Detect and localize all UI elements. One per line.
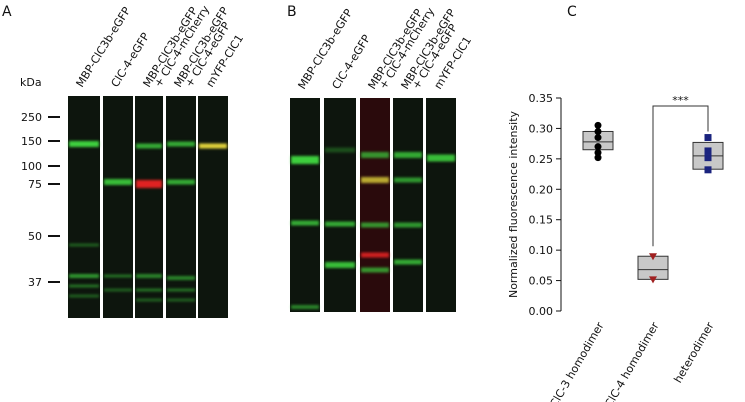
point (594, 154, 602, 162)
gel-lane (290, 98, 320, 312)
gel-band (427, 154, 455, 162)
gel-lane (360, 98, 390, 312)
y-tick-label: 0.20 (529, 183, 554, 196)
gel-band (361, 177, 389, 183)
gel-band (69, 141, 99, 147)
point (594, 143, 602, 151)
gel-lane (135, 96, 163, 318)
point (594, 134, 602, 142)
panel-label: B (287, 4, 297, 20)
y-tick-label: 0.10 (529, 244, 554, 257)
gel-lane (103, 96, 133, 318)
gel-band (361, 252, 389, 258)
x-tick-label: heterodimer (671, 320, 716, 386)
gel-band (361, 152, 389, 158)
gel-band (167, 276, 195, 280)
point (704, 147, 712, 155)
gel-lane (166, 96, 196, 318)
gel-band (136, 143, 162, 149)
panel-label: C (567, 4, 577, 20)
marker-label: 250 (21, 111, 42, 124)
gel-band (325, 221, 355, 227)
gel-band (167, 298, 195, 302)
significance-bracket (652, 105, 709, 247)
y-tick-label: 0.05 (529, 275, 554, 288)
gel-band (361, 267, 389, 273)
y-tick-label: 0.35 (529, 92, 554, 105)
gel-lane (68, 96, 100, 318)
gel-band (104, 288, 132, 292)
x-tick-label: ClC-4 homodimer (602, 320, 662, 402)
gel-lane (426, 98, 456, 312)
gel-band (291, 156, 319, 164)
point (649, 253, 657, 261)
point (594, 127, 602, 135)
gel-band (136, 274, 162, 278)
unit-label: kDa (20, 76, 42, 89)
significance-label: *** (672, 94, 689, 107)
gel-band (136, 180, 162, 188)
gel-band (394, 259, 422, 265)
marker-label: 100 (21, 160, 42, 173)
gel-band (167, 288, 195, 292)
marker-label: 150 (21, 135, 42, 148)
gel-band (394, 177, 422, 183)
gel-band (291, 220, 319, 226)
gel-band (394, 152, 422, 158)
gel-band (361, 222, 389, 228)
y-tick-label: 0.25 (529, 153, 554, 166)
gel-band (325, 262, 355, 268)
point (704, 166, 712, 174)
gel-band (69, 294, 99, 298)
marker-label: 50 (28, 230, 42, 243)
gel-band (69, 243, 99, 247)
gel-band (199, 143, 227, 149)
gel-lane (324, 98, 356, 312)
gel-band (291, 305, 319, 309)
gel-band (104, 274, 132, 278)
marker-label: 75 (28, 178, 42, 191)
gel-band (167, 141, 195, 147)
y-tick-label: 0.30 (529, 122, 554, 135)
point (594, 121, 602, 129)
point (649, 276, 657, 284)
gel-lane (198, 96, 228, 318)
x-tick-label: ClC-3 homodimer (547, 320, 607, 402)
gel-band (325, 147, 355, 153)
point (704, 134, 712, 142)
gel-band (136, 298, 162, 302)
point (594, 149, 602, 157)
gel-band (69, 284, 99, 288)
y-axis-label: Normalized fluorescence intensity (507, 110, 520, 298)
gel-band (69, 274, 99, 278)
y-tick-label: 0.15 (529, 214, 554, 227)
point (704, 154, 712, 162)
panel-label: A (2, 4, 12, 20)
gel-band (136, 288, 162, 292)
gel-band (104, 179, 132, 185)
gel-band (167, 179, 195, 185)
y-tick-label: 0.00 (529, 305, 554, 318)
gel-band (394, 222, 422, 228)
marker-label: 37 (28, 276, 42, 289)
gel-lane (393, 98, 423, 312)
